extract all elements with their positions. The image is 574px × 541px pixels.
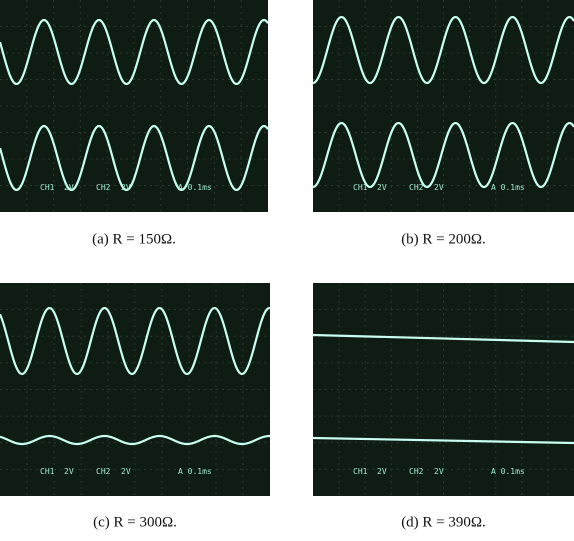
scope-label: CH1 bbox=[353, 183, 368, 192]
scope-label: CH1 bbox=[353, 467, 368, 476]
scope-label: A 0.1ms bbox=[491, 183, 525, 192]
scope-label: A 0.1ms bbox=[491, 467, 525, 476]
scope-label: A 0.1ms bbox=[178, 183, 212, 192]
scope-panel: CH1 2V CH2 2V A 0.1ms bbox=[312, 0, 574, 212]
waveform bbox=[312, 436, 574, 445]
scope-label: 2V bbox=[64, 467, 74, 476]
scope-label: 2V bbox=[64, 183, 74, 192]
waveform bbox=[0, 18, 269, 86]
waveform bbox=[312, 333, 574, 344]
waveform bbox=[0, 434, 270, 446]
scope-label: 2V bbox=[434, 183, 444, 192]
scope-panel: CH1 2V CH2 2V A 0.1ms bbox=[312, 283, 574, 496]
panel-caption: (a) R = 150Ω. bbox=[92, 231, 176, 247]
scope-screen bbox=[0, 283, 270, 496]
panel-caption: (b) R = 200Ω. bbox=[401, 231, 486, 247]
scope-label: CH2 bbox=[409, 183, 424, 192]
scope-label: 2V bbox=[434, 467, 444, 476]
scope-label: CH1 bbox=[40, 467, 55, 476]
panel-caption: (c) R = 300Ω. bbox=[93, 514, 177, 530]
scope-label: CH2 bbox=[96, 467, 111, 476]
waveform bbox=[0, 306, 270, 376]
waveform bbox=[0, 124, 269, 192]
scope-label: CH1 bbox=[40, 183, 55, 192]
scope-label: A 0.1ms bbox=[178, 467, 212, 476]
scope-label: 2V bbox=[377, 467, 387, 476]
scope-label: 2V bbox=[121, 183, 131, 192]
scope-label: CH2 bbox=[409, 467, 424, 476]
scope-label: 2V bbox=[121, 467, 131, 476]
panel-caption: (d) R = 390Ω. bbox=[401, 514, 486, 530]
scope-panel: CH1 2V CH2 2V A 0.1ms bbox=[0, 0, 269, 212]
scope-panel: CH1 2V CH2 2V A 0.1ms bbox=[0, 283, 270, 496]
scope-label: 2V bbox=[377, 183, 387, 192]
waveform bbox=[312, 15, 574, 85]
waveform bbox=[312, 121, 574, 189]
scope-label: CH2 bbox=[96, 183, 111, 192]
